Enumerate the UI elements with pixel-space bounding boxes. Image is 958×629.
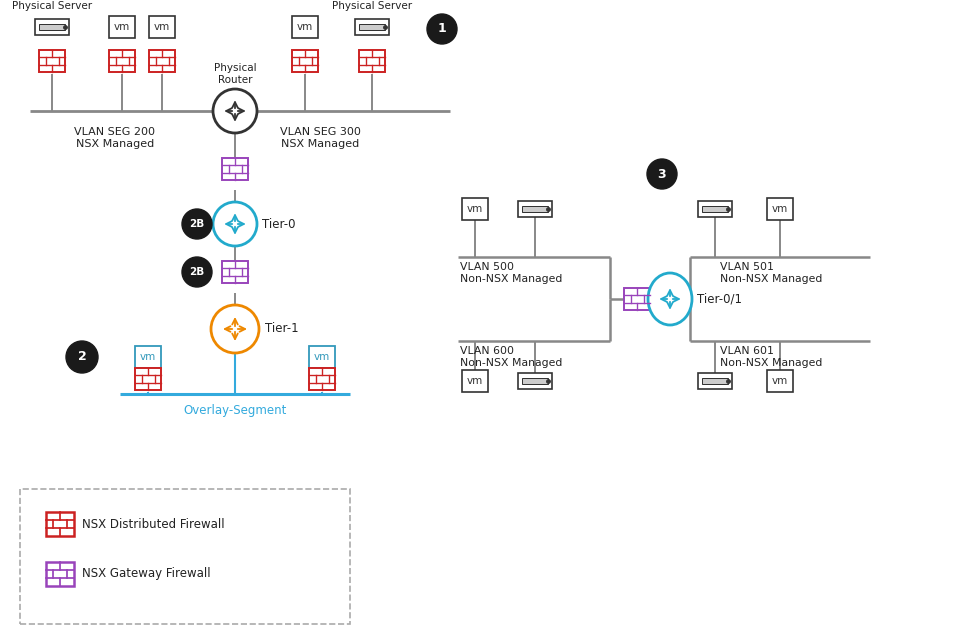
- Bar: [462, 370, 488, 392]
- Bar: [39, 50, 65, 72]
- Text: vm: vm: [140, 352, 156, 362]
- Bar: [767, 370, 793, 392]
- Text: vm: vm: [467, 376, 483, 386]
- Text: vm: vm: [467, 204, 483, 214]
- Text: vm: vm: [772, 204, 788, 214]
- Text: Physical Server: Physical Server: [11, 1, 92, 11]
- Text: vm: vm: [314, 352, 331, 362]
- Bar: [698, 373, 732, 389]
- Text: Tier-0: Tier-0: [262, 218, 295, 230]
- Circle shape: [182, 257, 212, 287]
- Bar: [702, 206, 728, 212]
- Text: Overlay-Segment: Overlay-Segment: [183, 404, 286, 417]
- Bar: [135, 346, 161, 368]
- Bar: [149, 16, 175, 38]
- Bar: [767, 198, 793, 220]
- Bar: [522, 206, 548, 212]
- Bar: [39, 24, 65, 30]
- Text: VLAN SEG 200
NSX Managed: VLAN SEG 200 NSX Managed: [75, 127, 155, 148]
- Ellipse shape: [213, 89, 257, 133]
- Text: VLAN 600
Non-NSX Managed: VLAN 600 Non-NSX Managed: [460, 346, 562, 367]
- Bar: [20, 489, 350, 624]
- Text: NSX Distributed Firewall: NSX Distributed Firewall: [82, 518, 224, 530]
- Bar: [518, 201, 552, 217]
- Circle shape: [66, 341, 98, 373]
- Bar: [149, 50, 175, 72]
- Text: vm: vm: [297, 22, 313, 32]
- Text: vm: vm: [154, 22, 171, 32]
- Text: 1: 1: [438, 23, 446, 35]
- Bar: [109, 50, 135, 72]
- Bar: [698, 201, 732, 217]
- Circle shape: [182, 209, 212, 239]
- Text: vm: vm: [772, 376, 788, 386]
- Bar: [222, 261, 248, 283]
- Text: vm: vm: [114, 22, 130, 32]
- Bar: [135, 368, 161, 390]
- Circle shape: [427, 14, 457, 44]
- Bar: [359, 24, 385, 30]
- Bar: [109, 16, 135, 38]
- Text: Tier-1: Tier-1: [265, 323, 299, 335]
- Text: 3: 3: [658, 167, 667, 181]
- Bar: [46, 512, 74, 536]
- Bar: [522, 378, 548, 384]
- Bar: [518, 373, 552, 389]
- Bar: [355, 19, 389, 35]
- Ellipse shape: [211, 305, 259, 353]
- Bar: [624, 288, 650, 310]
- Ellipse shape: [213, 202, 257, 246]
- Bar: [292, 16, 318, 38]
- Text: Physical Server: Physical Server: [331, 1, 412, 11]
- Text: VLAN 500
Non-NSX Managed: VLAN 500 Non-NSX Managed: [460, 262, 562, 284]
- Bar: [35, 19, 69, 35]
- Bar: [222, 158, 248, 180]
- Bar: [359, 50, 385, 72]
- Bar: [46, 562, 74, 586]
- Circle shape: [647, 159, 677, 189]
- Text: VLAN 501
Non-NSX Managed: VLAN 501 Non-NSX Managed: [720, 262, 822, 284]
- Bar: [309, 346, 335, 368]
- Text: NSX Gateway Firewall: NSX Gateway Firewall: [82, 567, 211, 581]
- Text: 2B: 2B: [190, 267, 205, 277]
- Bar: [292, 50, 318, 72]
- Text: 2B: 2B: [190, 219, 205, 229]
- Bar: [309, 368, 335, 390]
- Text: Physical
Router: Physical Router: [214, 64, 257, 85]
- Text: Tier-0/1: Tier-0/1: [697, 292, 742, 306]
- Ellipse shape: [648, 273, 692, 325]
- Text: VLAN 601
Non-NSX Managed: VLAN 601 Non-NSX Managed: [720, 346, 822, 367]
- Bar: [702, 378, 728, 384]
- Text: 2: 2: [78, 350, 86, 364]
- Text: VLAN SEG 300
NSX Managed: VLAN SEG 300 NSX Managed: [280, 127, 360, 148]
- Bar: [462, 198, 488, 220]
